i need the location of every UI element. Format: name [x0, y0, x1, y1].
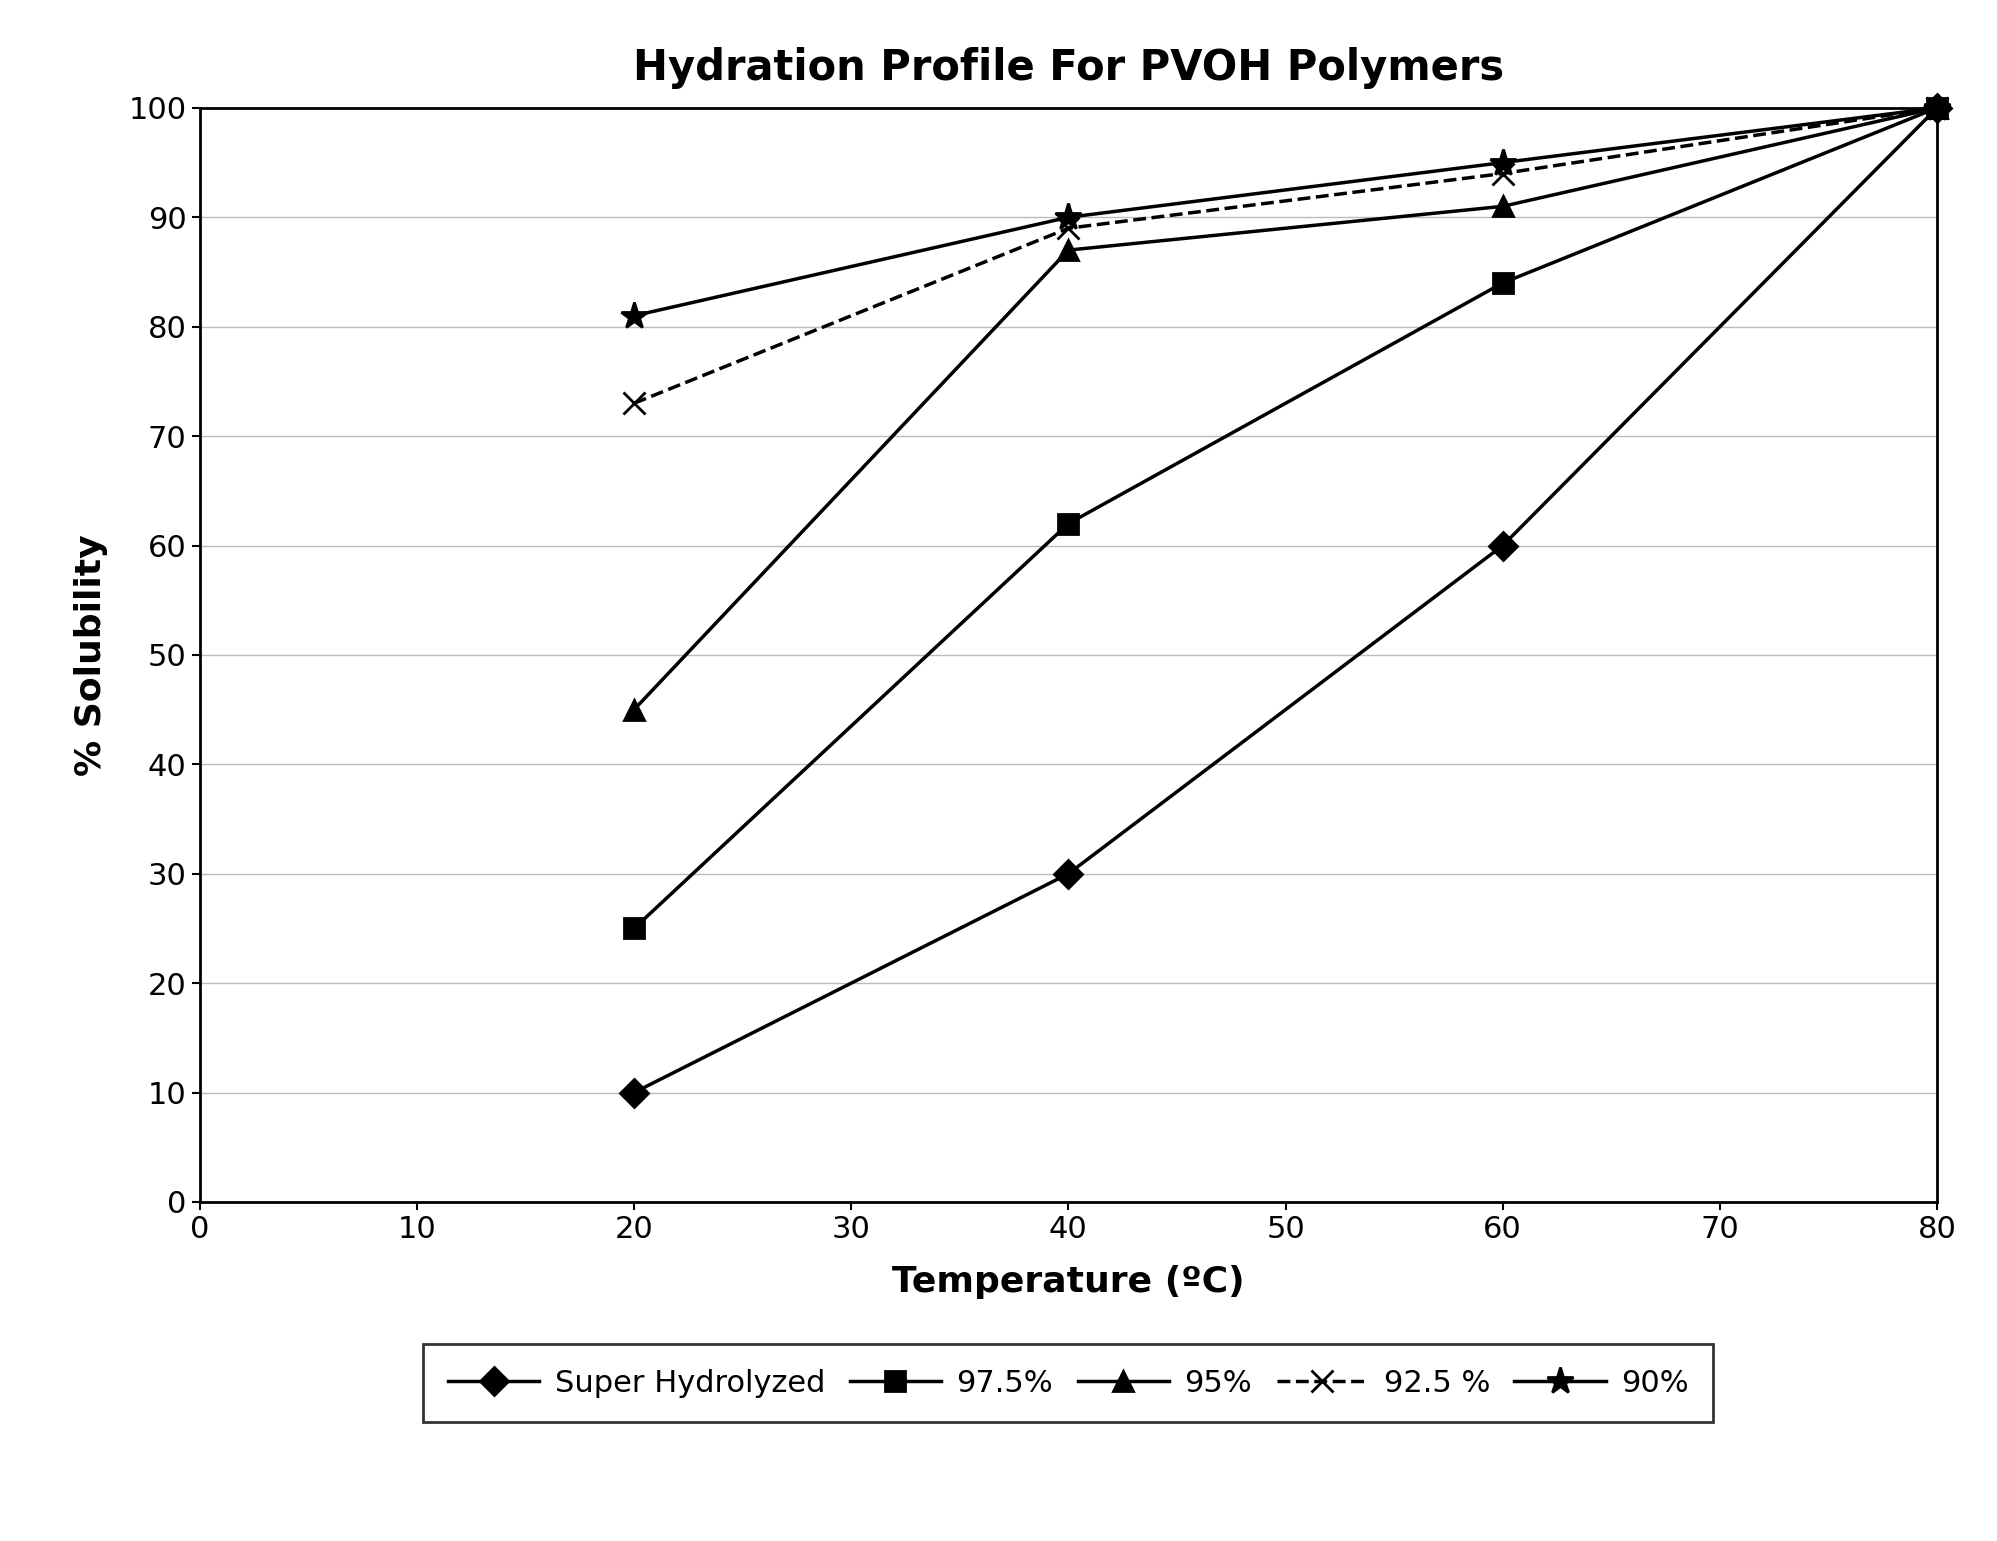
Super Hydrolyzed	[621, 1083, 645, 1102]
90%	[1056, 208, 1080, 227]
Line: 90%: 90%	[621, 94, 1951, 330]
97.5%	[621, 918, 645, 937]
Y-axis label: % Solubility: % Solubility	[74, 535, 108, 775]
90%	[1925, 99, 1949, 117]
Super Hydrolyzed	[1925, 99, 1949, 117]
97.5%	[1056, 515, 1080, 533]
90%	[621, 307, 645, 325]
Super Hydrolyzed	[1056, 865, 1080, 883]
92.5 %	[1490, 165, 1514, 183]
Line: 92.5 %: 92.5 %	[623, 97, 1949, 415]
95%	[1925, 99, 1949, 117]
95%	[1490, 197, 1514, 216]
Super Hydrolyzed	[1490, 536, 1514, 555]
92.5 %	[1056, 219, 1080, 237]
Line: 97.5%: 97.5%	[625, 99, 1947, 938]
97.5%	[1490, 274, 1514, 293]
Legend: Super Hydrolyzed, 97.5%, 95%, 92.5 %, 90%: Super Hydrolyzed, 97.5%, 95%, 92.5 %, 90…	[423, 1344, 1713, 1422]
Line: Super Hydrolyzed: Super Hydrolyzed	[625, 99, 1947, 1102]
Title: Hydration Profile For PVOH Polymers: Hydration Profile For PVOH Polymers	[633, 48, 1504, 89]
Line: 95%: 95%	[625, 99, 1947, 720]
92.5 %	[621, 394, 645, 413]
90%	[1490, 153, 1514, 171]
95%	[1056, 240, 1080, 259]
95%	[621, 700, 645, 718]
97.5%	[1925, 99, 1949, 117]
X-axis label: Temperature (ºC): Temperature (ºC)	[893, 1265, 1244, 1299]
92.5 %	[1925, 99, 1949, 117]
